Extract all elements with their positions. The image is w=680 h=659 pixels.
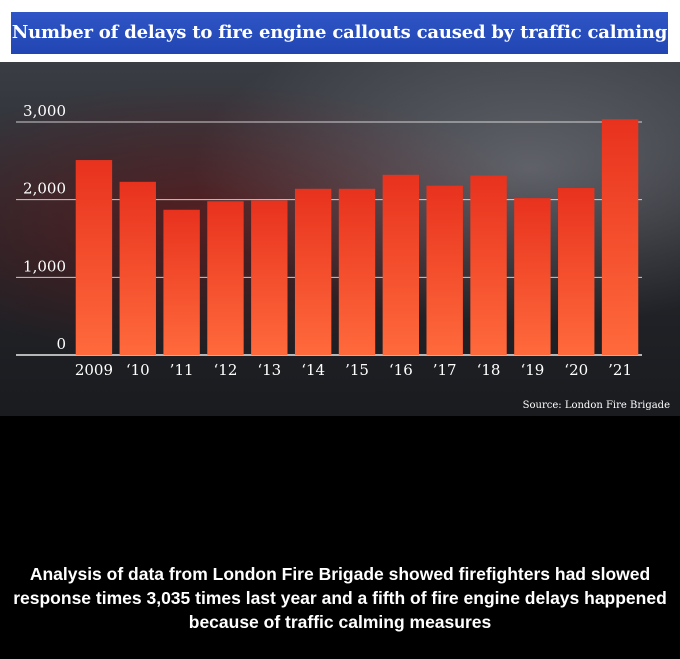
x-tick-label: ‘18 bbox=[477, 361, 501, 379]
x-tick-label: ‘12 bbox=[214, 361, 238, 379]
y-tick-label: 1,000 bbox=[23, 257, 66, 275]
bar bbox=[558, 188, 595, 355]
x-tick-label: ’21 bbox=[608, 361, 632, 379]
x-tick-label: ’17 bbox=[433, 361, 457, 379]
bar bbox=[119, 181, 156, 355]
header: Number of delays to fire engine callouts… bbox=[0, 0, 680, 85]
bar bbox=[338, 188, 376, 355]
y-axis-tick-labels: 0 1,000 2,000 3,000 bbox=[23, 102, 66, 353]
x-tick-label: ‘16 bbox=[389, 361, 413, 379]
bar bbox=[382, 174, 420, 355]
x-tick-label: ’11 bbox=[170, 361, 194, 379]
y-tick-label: 3,000 bbox=[23, 102, 66, 120]
x-tick-label: ‘19 bbox=[520, 361, 544, 379]
x-tick-label: ‘13 bbox=[257, 361, 281, 379]
y-tick-label: 2,000 bbox=[23, 180, 66, 198]
chart-panel: 0 1,000 2,000 3,000 2009 ‘10 ’11 ‘12 ‘13 ‘14 ’15 ‘… bbox=[0, 62, 680, 416]
x-tick-label: 2009 bbox=[75, 361, 113, 379]
bar bbox=[426, 185, 463, 355]
caption: Analysis of data from London Fire Brigad… bbox=[13, 564, 667, 632]
bar bbox=[163, 209, 200, 355]
x-axis-tick-labels: 2009 ‘10 ’11 ‘12 ‘13 ‘14 ’15 ‘16 ’17 ‘18 ‘19 ‘20 ’21 bbox=[75, 361, 632, 379]
y-tick-label: 0 bbox=[56, 335, 66, 353]
bar bbox=[514, 198, 551, 355]
source-note: Source: London Fire Brigade bbox=[523, 400, 670, 411]
chart-title: Number of delays to fire engine callouts… bbox=[11, 12, 668, 85]
bar-chart: 0 1,000 2,000 3,000 2009 ‘10 ’11 ‘12 ‘13 ‘14 ’15 ‘… bbox=[16, 102, 670, 411]
bar bbox=[470, 175, 507, 355]
bar bbox=[601, 119, 639, 355]
bar bbox=[75, 160, 113, 355]
bar bbox=[294, 188, 332, 355]
bar bbox=[251, 200, 288, 355]
bars bbox=[75, 119, 639, 355]
x-tick-label: ‘10 bbox=[126, 361, 150, 379]
x-tick-label: ’15 bbox=[345, 361, 369, 379]
x-tick-label: ‘20 bbox=[564, 361, 588, 379]
bar bbox=[207, 201, 244, 355]
x-tick-label: ‘14 bbox=[301, 361, 325, 379]
